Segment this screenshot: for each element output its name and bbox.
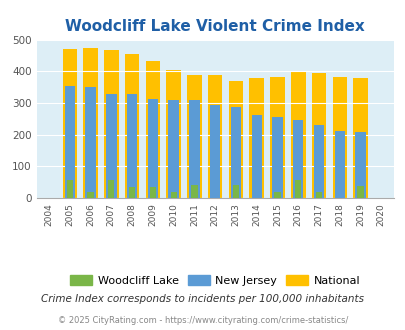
Bar [292, 120, 303, 198]
Bar [290, 72, 305, 198]
Bar [83, 48, 98, 198]
Legend: Woodcliff Lake, New Jersey, National: Woodcliff Lake, New Jersey, National [65, 270, 364, 290]
Bar [251, 115, 261, 198]
Bar [127, 94, 137, 198]
Bar [315, 192, 321, 198]
Bar [187, 75, 201, 198]
Bar [104, 50, 118, 198]
Bar [209, 106, 220, 198]
Text: © 2025 CityRating.com - https://www.cityrating.com/crime-statistics/: © 2025 CityRating.com - https://www.city… [58, 316, 347, 325]
Bar [124, 54, 139, 198]
Title: Woodcliff Lake Violent Crime Index: Woodcliff Lake Violent Crime Index [65, 19, 364, 34]
Bar [191, 185, 197, 198]
Bar [145, 61, 160, 198]
Bar [232, 185, 239, 198]
Bar [272, 117, 282, 198]
Bar [352, 78, 367, 198]
Bar [313, 125, 324, 198]
Bar [356, 186, 363, 198]
Text: Crime Index corresponds to incidents per 100,000 inhabitants: Crime Index corresponds to incidents per… [41, 294, 364, 304]
Bar [274, 192, 280, 198]
Bar [66, 180, 73, 198]
Bar [170, 192, 176, 198]
Bar [228, 82, 243, 198]
Bar [334, 131, 344, 198]
Bar [294, 180, 301, 198]
Bar [129, 186, 135, 198]
Bar [230, 107, 241, 198]
Bar [311, 73, 326, 198]
Bar [168, 100, 178, 198]
Bar [207, 75, 222, 198]
Bar [270, 77, 284, 198]
Bar [108, 180, 114, 198]
Bar [85, 87, 96, 198]
Bar [149, 186, 156, 198]
Bar [106, 94, 116, 198]
Bar [332, 77, 346, 198]
Bar [62, 50, 77, 198]
Bar [87, 192, 94, 198]
Bar [354, 132, 365, 198]
Bar [249, 78, 263, 198]
Bar [189, 100, 199, 198]
Bar [64, 85, 75, 198]
Bar [166, 70, 181, 198]
Bar [147, 99, 158, 198]
